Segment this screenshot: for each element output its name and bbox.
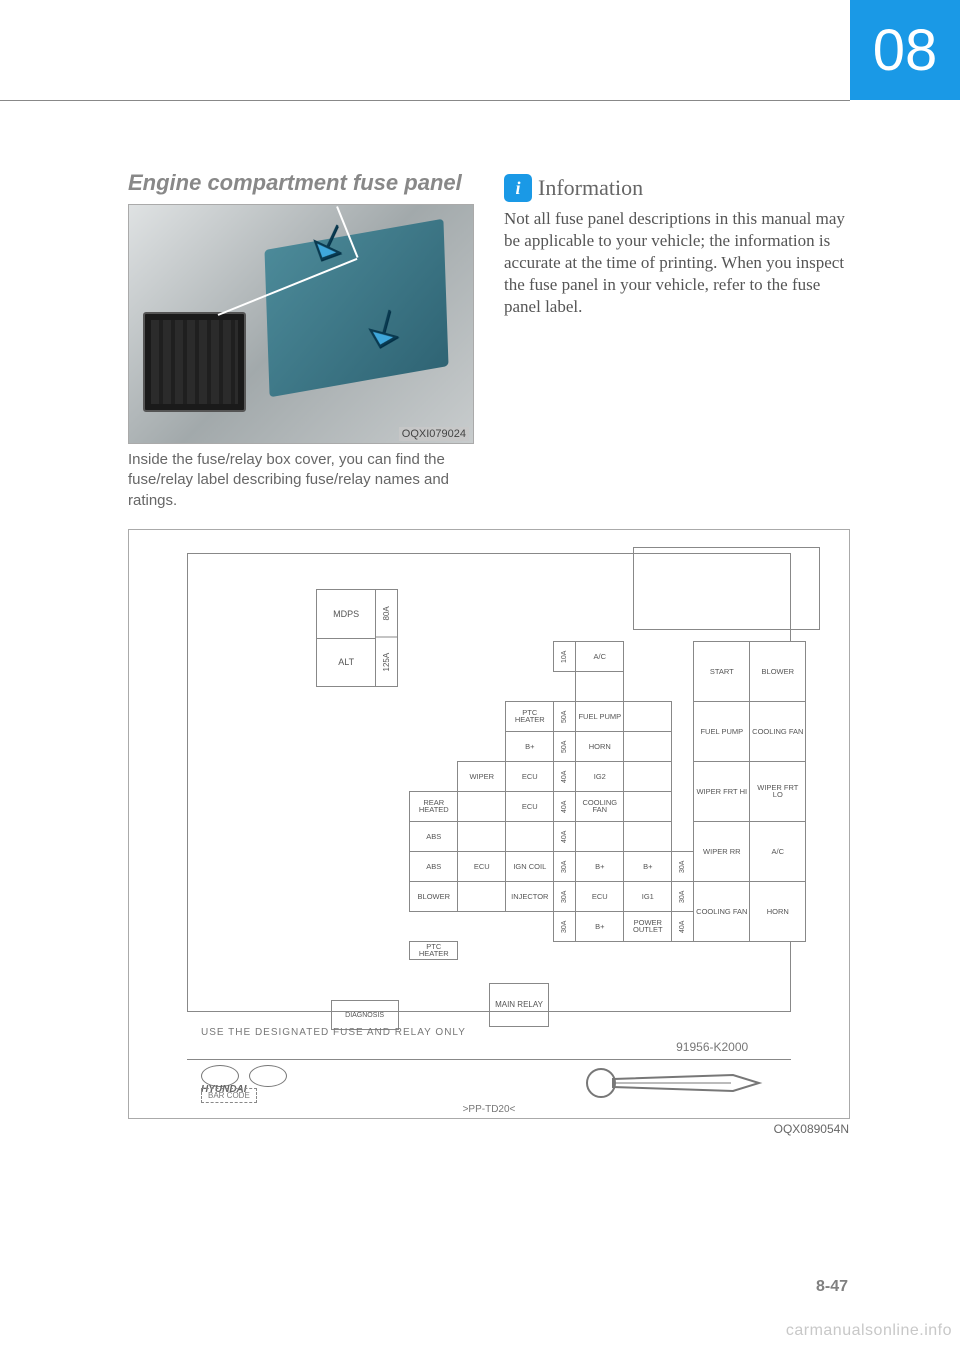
alt-amp: 125A — [376, 637, 397, 686]
amp-label: 40A — [553, 791, 576, 822]
info-body: Not all fuse panel descriptions in this … — [504, 208, 850, 318]
fuse-power-outlet: POWER OUTLET — [623, 911, 672, 942]
part-number: 91956-K2000 — [676, 1040, 748, 1054]
relay-ecu-3: ECU — [505, 791, 554, 822]
amp-label: 50A — [553, 701, 576, 732]
relay-ecu-4: ECU — [505, 761, 554, 792]
fuse-ig1: IG1 — [623, 881, 672, 912]
relay-ac: A/C — [575, 641, 624, 672]
left-column: Engine compartment fuse panel OQXI079024… — [128, 170, 474, 511]
fuse-abs-1: ABS — [409, 821, 458, 852]
amp-label: 30A — [553, 881, 576, 912]
relay-ptc-heater: PTC HEATER — [505, 701, 554, 732]
figure-2-wrap: MDPS ALT 80A 125A 10A A/C START BLOWER P… — [128, 529, 850, 1119]
info-title: Information — [538, 175, 643, 201]
page-number: 8-47 — [816, 1278, 848, 1296]
main-fuse-amps: 80A 125A — [376, 589, 398, 687]
amp-label: 30A — [553, 851, 576, 882]
main-relay: MAIN RELAY — [489, 983, 549, 1027]
figure-1-code: OQXI079024 — [399, 427, 469, 441]
relay-injector: INJECTOR — [505, 881, 554, 912]
relay-start: START — [693, 641, 750, 702]
amp-label: 50A — [553, 731, 576, 762]
right-column: i Information Not all fuse panel descrip… — [504, 170, 850, 511]
chapter-tab: 08 — [850, 0, 960, 100]
amp-label: 10A — [553, 641, 576, 672]
relay-ptc-heater-2: PTC HEATER — [409, 941, 458, 960]
relay-horn: HORN — [749, 881, 806, 942]
relay-cooling-fan: COOLING FAN — [749, 701, 806, 762]
relay-ign-coil: IGN COIL — [505, 851, 554, 882]
blank-box — [633, 547, 820, 629]
info-icon: i — [504, 174, 532, 202]
relay-horn-s: HORN — [575, 731, 624, 762]
barcode-box: BAR CODE — [201, 1088, 257, 1103]
header-rule — [0, 100, 850, 101]
kia-logo-icon — [249, 1065, 287, 1087]
section-title: Engine compartment fuse panel — [128, 170, 474, 196]
relay-blower: BLOWER — [749, 641, 806, 702]
figure-1: OQXI079024 — [128, 204, 474, 444]
fuse-abs-2: ABS — [409, 851, 458, 882]
amp-label: 30A — [553, 911, 576, 942]
chapter-number: 08 — [873, 17, 938, 84]
fuse-box-cover — [264, 218, 448, 396]
material-code: >PP-TD20< — [463, 1104, 516, 1115]
designated-text: USE THE DESIGNATED FUSE AND RELAY ONLY — [201, 1027, 466, 1038]
amp-label: 40A — [553, 761, 576, 792]
figure-2: MDPS ALT 80A 125A 10A A/C START BLOWER P… — [128, 529, 850, 1119]
fuse-bplus-2: B+ — [623, 851, 672, 882]
relay-grid: 10A A/C START BLOWER PTC HEATER 50A FUEL… — [410, 641, 806, 959]
fuse-puller-icon — [583, 1065, 763, 1101]
relay-wiper-frt-hi: WIPER FRT HI — [693, 761, 750, 822]
amp-label: 30A — [671, 851, 694, 882]
amp-label: 40A — [671, 911, 694, 942]
info-header: i Information — [504, 174, 850, 202]
content-grid: Engine compartment fuse panel OQXI079024… — [0, 0, 960, 511]
relay-ecu-2: ECU — [457, 851, 506, 882]
fuse-ecu: ECU — [575, 881, 624, 912]
relay-fuel-pump-s: FUEL PUMP — [575, 701, 624, 732]
watermark: carmanualsonline.info — [786, 1322, 952, 1340]
amp-label: 30A — [671, 881, 694, 912]
footer-rule — [187, 1059, 792, 1060]
alt-fuse: ALT — [317, 638, 375, 686]
relay-rear-heated: REAR HEATED — [409, 791, 458, 822]
relay-cooling-fan-2: COOLING FAN — [693, 881, 750, 942]
main-fuse-block: MDPS ALT — [316, 589, 376, 687]
relay-cooling-fan-s: COOLING FAN — [575, 791, 624, 822]
relay-wiper-rr: WIPER RR — [693, 821, 750, 882]
fuse-inset-detail — [143, 312, 246, 412]
fuse-ig2: IG2 — [575, 761, 624, 792]
fuse-blower: BLOWER — [409, 881, 458, 912]
mdps-amp: 80A — [376, 590, 397, 638]
amp-label: 40A — [553, 821, 576, 852]
relay-ac-big: A/C — [749, 821, 806, 882]
fuse-bplus-4: B+ — [575, 851, 624, 882]
figure-1-caption: Inside the fuse/relay box cover, you can… — [128, 450, 474, 511]
relay-wiper-frt-lo: WIPER FRT LO — [749, 761, 806, 822]
fuse-bplus-1: B+ — [575, 911, 624, 942]
figure-2-code: OQX089054N — [774, 1122, 849, 1136]
fuse-bplus-3: B+ — [505, 731, 554, 762]
relay-wiper-s: WIPER — [457, 761, 506, 792]
mdps-fuse: MDPS — [317, 590, 375, 638]
relay-fuel-pump: FUEL PUMP — [693, 701, 750, 762]
